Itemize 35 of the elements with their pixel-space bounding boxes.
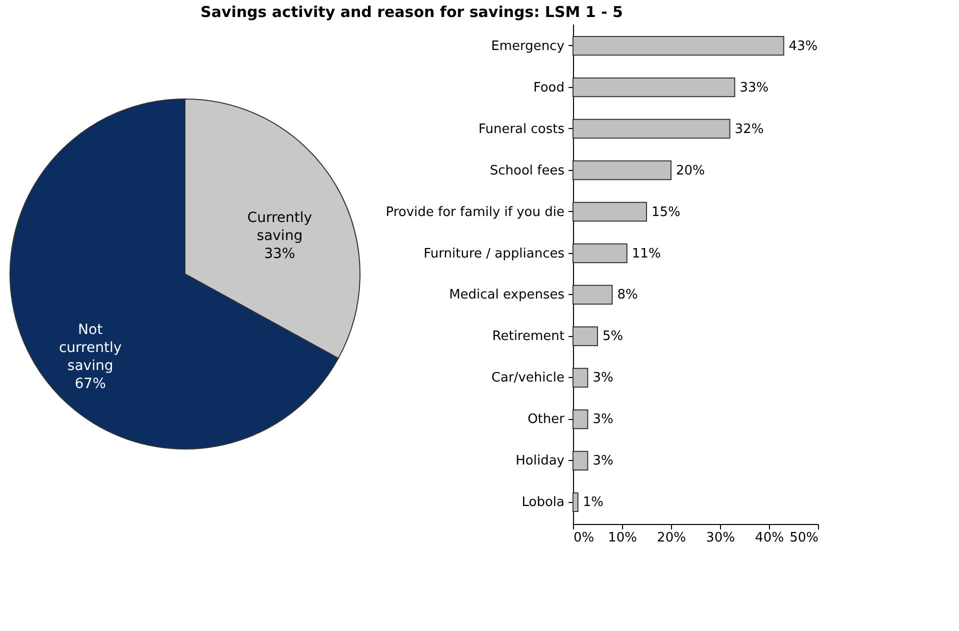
slice-label: Not currently saving	[58, 322, 122, 374]
y-tick-label: Funeral costs	[478, 122, 565, 137]
y-tick-label: Medical expenses	[449, 288, 565, 303]
data-label: 11%	[632, 246, 661, 262]
x-tick-label: 0%	[574, 530, 594, 546]
x-tick-label: 10%	[608, 530, 637, 546]
y-tick-label: Emergency	[491, 38, 565, 54]
y-tick-label: Car/vehicle	[491, 370, 564, 386]
data-label: 67%	[74, 376, 106, 392]
x-tick-label: 40%	[755, 530, 784, 546]
x-tick-label: 50%	[790, 530, 818, 546]
x-tick-label: 30%	[706, 530, 735, 546]
data-label: 43%	[788, 38, 818, 54]
y-tick-label: Holiday	[516, 454, 565, 469]
y-tick-label: Food	[533, 80, 564, 96]
data-label: 33%	[264, 246, 296, 262]
y-tick-label: Furniture / appliances	[424, 246, 565, 262]
data-label: 3%	[592, 412, 614, 428]
y-tick-label: School fees	[490, 163, 565, 178]
slice-label: Currently saving	[247, 210, 312, 244]
data-label: 32%	[734, 122, 764, 137]
data-label: 33%	[740, 80, 769, 96]
text: Savings activity and reason for savings: LSM 1 - 5	[200, 3, 623, 21]
x-tick-label: 20%	[657, 530, 686, 546]
data-label: 5%	[602, 329, 624, 344]
data-label: 3%	[592, 454, 614, 469]
data-label: 8%	[617, 288, 638, 303]
y-tick-label: Provide for family if you die	[386, 204, 564, 220]
y-tick-label: Other	[528, 412, 566, 428]
data-label: 20%	[676, 163, 705, 178]
data-label: 15%	[652, 204, 680, 220]
y-tick-label: Retirement	[492, 329, 564, 344]
y-tick-label: Lobola	[522, 495, 564, 510]
data-label: 3%	[592, 370, 614, 386]
data-label: 1%	[582, 495, 604, 510]
